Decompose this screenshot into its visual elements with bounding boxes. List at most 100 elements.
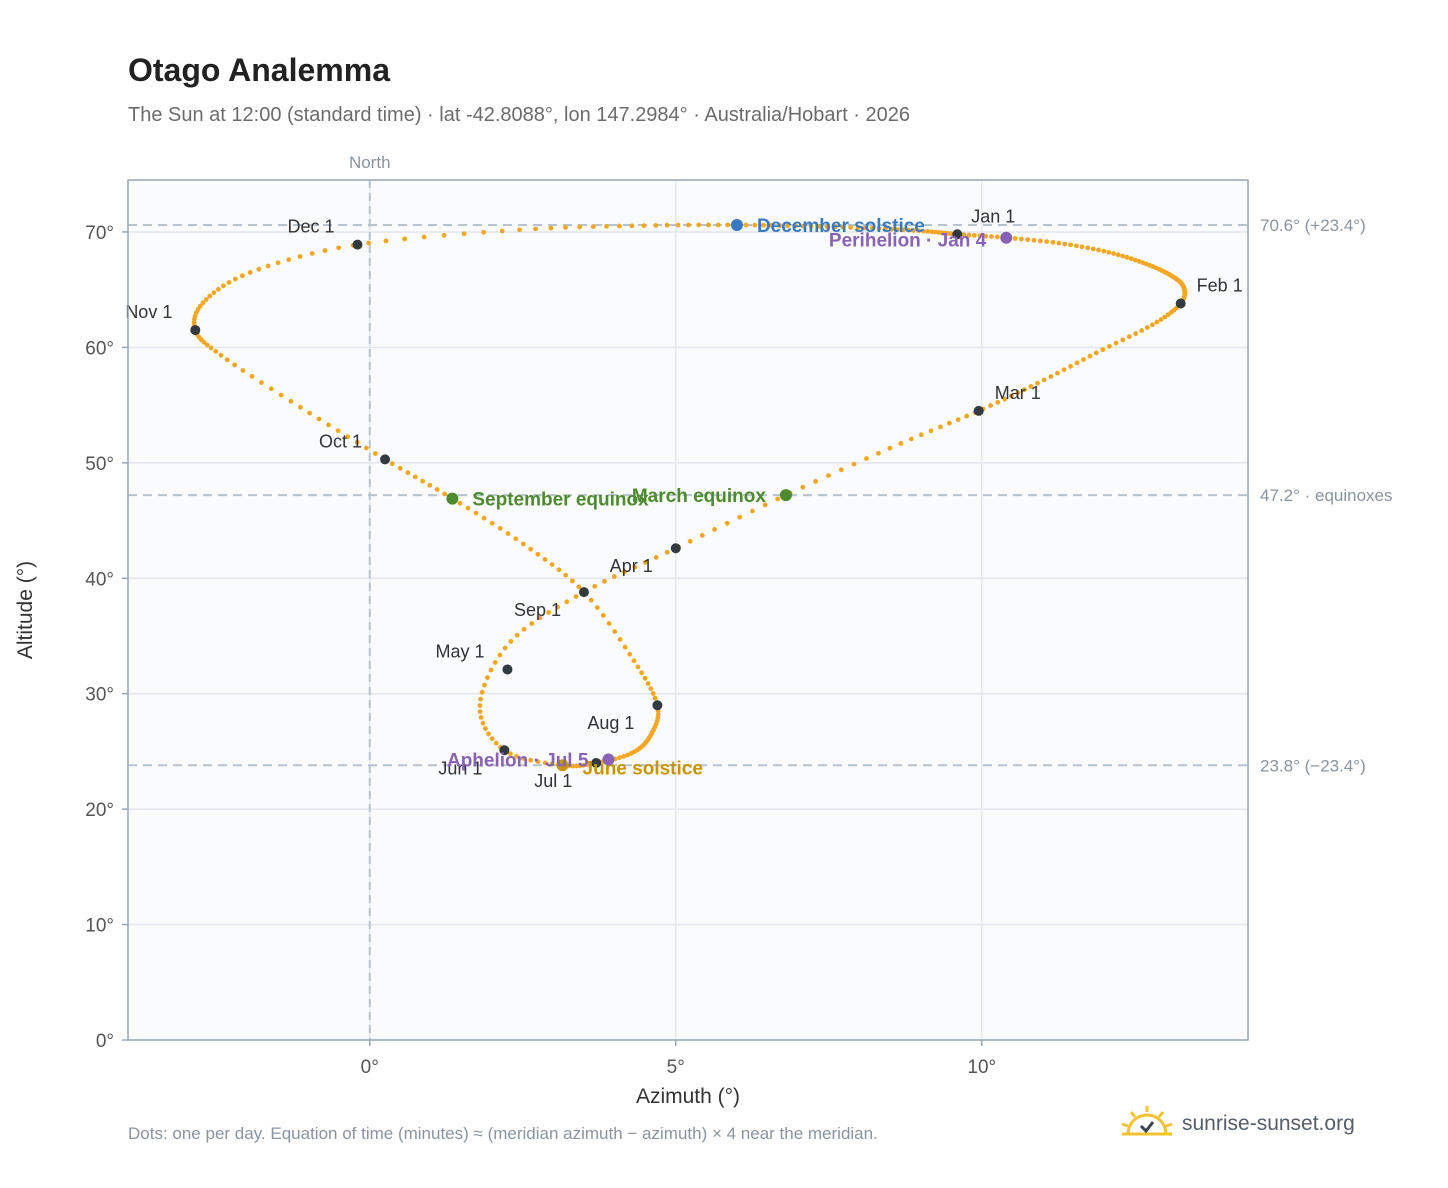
month-marker bbox=[973, 405, 984, 416]
day-dot bbox=[573, 594, 579, 599]
day-dot bbox=[851, 461, 857, 467]
day-dot bbox=[1062, 241, 1068, 247]
day-dot bbox=[602, 578, 607, 584]
day-dot bbox=[1101, 248, 1107, 254]
month-marker-label: May 1 bbox=[435, 641, 484, 661]
day-dot bbox=[1132, 257, 1138, 263]
y-tick-label: 0° bbox=[96, 1031, 114, 1052]
month-marker bbox=[952, 229, 963, 240]
plot-frame bbox=[127, 179, 1249, 1041]
day-dot bbox=[1096, 247, 1101, 253]
day-dot bbox=[520, 541, 526, 547]
day-dot bbox=[207, 293, 213, 299]
day-dot bbox=[696, 222, 702, 228]
brand[interactable]: sunrise-sunset.org bbox=[1120, 1104, 1355, 1144]
day-dot bbox=[535, 551, 541, 557]
footnote: Dots: one per day. Equation of time (min… bbox=[128, 1124, 878, 1143]
day-dot bbox=[588, 597, 594, 603]
event-label: June solstice bbox=[583, 758, 703, 779]
day-dot bbox=[712, 527, 717, 532]
day-dot bbox=[955, 417, 961, 423]
day-dot bbox=[537, 615, 543, 621]
meridian-label: North bbox=[349, 153, 391, 172]
day-dot bbox=[226, 280, 232, 285]
day-dot bbox=[606, 621, 612, 626]
day-dot bbox=[548, 225, 554, 231]
day-dot bbox=[240, 368, 246, 373]
day-dot bbox=[514, 753, 520, 759]
month-marker-label: Mar 1 bbox=[995, 383, 1041, 403]
day-dot bbox=[631, 658, 637, 664]
day-dot bbox=[832, 224, 838, 230]
day-dot bbox=[1073, 243, 1079, 249]
day-dot bbox=[345, 434, 351, 440]
day-dot bbox=[497, 652, 503, 658]
day-dot bbox=[964, 413, 970, 419]
day-dot bbox=[542, 556, 548, 562]
day-dot bbox=[402, 236, 408, 242]
day-dot bbox=[492, 660, 498, 665]
day-dot bbox=[627, 651, 633, 657]
day-dot bbox=[316, 416, 322, 422]
day-dot bbox=[420, 478, 425, 484]
day-dot bbox=[971, 233, 977, 238]
day-dot bbox=[521, 756, 526, 761]
day-dot bbox=[366, 240, 372, 246]
day-dot bbox=[563, 225, 568, 230]
day-dot bbox=[600, 613, 606, 618]
day-dot bbox=[1044, 239, 1050, 245]
day-dot bbox=[1025, 237, 1031, 243]
day-dot bbox=[508, 751, 513, 757]
day-dot bbox=[508, 639, 514, 644]
day-dot bbox=[995, 399, 1001, 405]
day-dot bbox=[760, 222, 766, 228]
day-dot bbox=[1074, 360, 1080, 366]
day-dot bbox=[383, 238, 389, 244]
x-tick-label: 0° bbox=[361, 1057, 379, 1078]
day-dot bbox=[488, 667, 494, 673]
plot-area bbox=[128, 180, 1248, 1040]
day-dot bbox=[1041, 377, 1047, 383]
day-dot bbox=[1106, 249, 1112, 255]
day-dot bbox=[564, 599, 570, 605]
day-dot bbox=[785, 223, 790, 229]
day-dot bbox=[239, 273, 245, 279]
day-dot bbox=[497, 525, 503, 531]
x-tick-label: 10° bbox=[967, 1057, 996, 1078]
month-marker bbox=[499, 745, 510, 756]
day-dot bbox=[687, 538, 693, 544]
day-dot bbox=[1144, 325, 1150, 330]
day-dot bbox=[208, 345, 214, 351]
day-dot bbox=[1050, 239, 1056, 245]
brand-text[interactable]: sunrise-sunset.org bbox=[1182, 1112, 1355, 1135]
day-dot bbox=[1111, 251, 1116, 256]
day-dot bbox=[486, 731, 491, 737]
day-dot bbox=[937, 424, 943, 430]
day-dot bbox=[247, 270, 253, 275]
day-dot bbox=[297, 254, 303, 259]
day-dot bbox=[1031, 237, 1037, 243]
day-dot bbox=[826, 473, 831, 478]
day-dot bbox=[988, 403, 993, 408]
y-tick-label: 10° bbox=[85, 916, 114, 937]
day-dot bbox=[533, 226, 538, 232]
y-tick-label: 20° bbox=[85, 800, 114, 821]
day-dot bbox=[604, 223, 609, 229]
day-dot bbox=[482, 682, 487, 688]
day-dot bbox=[752, 222, 758, 228]
day-dot bbox=[983, 233, 989, 239]
day-dot bbox=[372, 451, 378, 456]
month-marker bbox=[591, 757, 602, 768]
day-dot bbox=[994, 234, 1000, 240]
day-dot bbox=[1009, 393, 1014, 399]
day-dot bbox=[876, 450, 881, 456]
day-dot bbox=[699, 533, 705, 538]
day-dot bbox=[1113, 340, 1119, 346]
day-dot bbox=[441, 232, 447, 238]
day-dot bbox=[653, 222, 659, 228]
day-dot bbox=[218, 352, 224, 358]
day-dot bbox=[489, 736, 495, 742]
day-dot bbox=[653, 554, 659, 560]
day-dot bbox=[535, 759, 541, 765]
day-dot bbox=[889, 226, 894, 232]
